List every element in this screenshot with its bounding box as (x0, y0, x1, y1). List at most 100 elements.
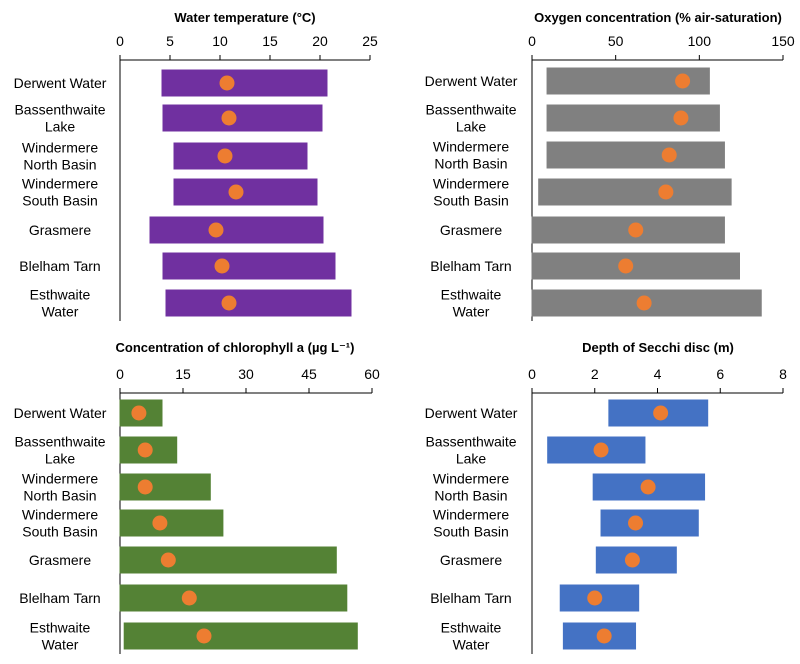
mean-point (152, 515, 168, 531)
x-tick-label: 60 (364, 366, 380, 382)
category-label: Windermere (433, 139, 509, 155)
category-label: South Basin (22, 193, 98, 209)
mean-point (618, 258, 634, 274)
category-label: Lake (45, 119, 76, 135)
category-label: Water (42, 637, 79, 653)
chart-title: Water temperature (°C) (174, 10, 315, 25)
category-label: Derwent Water (14, 405, 107, 421)
mean-point (137, 479, 153, 495)
range-bar (162, 104, 323, 132)
range-bar (149, 216, 324, 244)
range-bar (119, 509, 224, 537)
range-bar (546, 141, 725, 169)
category-label: Windermere (433, 507, 509, 523)
mean-point (214, 258, 230, 274)
x-tick-label: 150 (771, 33, 795, 49)
mean-point (587, 590, 603, 606)
category-label: Derwent Water (425, 73, 518, 89)
range-bar (119, 546, 337, 574)
range-bar (546, 104, 720, 132)
mean-point (658, 184, 674, 200)
chart-title: Oxygen concentration (% air-saturation) (534, 10, 782, 25)
category-label: Derwent Water (425, 405, 518, 421)
category-label: Water (42, 304, 79, 320)
mean-point (596, 628, 612, 644)
x-tick-label: 10 (212, 33, 228, 49)
category-label: South Basin (22, 524, 98, 540)
category-label: South Basin (433, 524, 509, 540)
x-tick-label: 30 (238, 366, 254, 382)
category-label: North Basin (434, 488, 507, 504)
mean-point (228, 184, 244, 200)
category-label: North Basin (23, 488, 96, 504)
temperature-panel: Water temperature (°C) 0 5 10 15 20 25 Derwent … (14, 10, 378, 321)
category-label: Grasmere (29, 222, 91, 238)
x-tick-label: 0 (528, 366, 536, 382)
x-tick-label: 45 (301, 366, 317, 382)
range-bar (119, 584, 348, 612)
category-label: Esthwaite (441, 287, 502, 303)
category-label: Derwent Water (14, 75, 107, 91)
x-tick-label: 20 (312, 33, 328, 49)
mean-point (137, 442, 153, 458)
category-label: Lake (45, 451, 76, 467)
category-label: Lake (456, 451, 487, 467)
x-tick-label: 25 (362, 33, 378, 49)
category-label: Windermere (433, 471, 509, 487)
category-label: Blelham Tarn (430, 258, 511, 274)
mean-point (221, 110, 237, 126)
category-label: Windermere (22, 507, 98, 523)
x-tick-label: 100 (688, 33, 712, 49)
mean-point (653, 405, 669, 421)
mean-point (673, 110, 689, 126)
mean-point (181, 590, 197, 606)
category-label: Blelham Tarn (19, 258, 100, 274)
range-bar (173, 178, 318, 206)
category-label: Bassenthwaite (14, 102, 105, 118)
range-bar (600, 509, 699, 537)
x-tick-label: 50 (608, 33, 624, 49)
mean-point (628, 515, 644, 531)
mean-point (624, 552, 640, 568)
chart-title: Concentration of chlorophyll a (µg L⁻¹) (116, 340, 355, 355)
mean-point (208, 222, 224, 238)
range-bar (531, 216, 725, 244)
mean-point (219, 75, 235, 91)
oxygen-panel: Oxygen concentration (% air-saturation) 0… (425, 10, 795, 321)
category-label: Grasmere (29, 552, 91, 568)
secchi-panel: Depth of Secchi disc (m) 0 2 4 6 8 Derwent Wat… (425, 340, 787, 654)
category-label: North Basin (434, 156, 507, 172)
mean-point (628, 222, 644, 238)
category-label: Blelham Tarn (19, 590, 100, 606)
x-tick-label: 4 (654, 366, 662, 382)
category-label: Windermere (22, 140, 98, 156)
category-label: Esthwaite (441, 620, 502, 636)
category-label: Blelham Tarn (430, 590, 511, 606)
category-label: Esthwaite (30, 620, 91, 636)
range-bar (531, 252, 740, 280)
category-label: Bassenthwaite (425, 434, 516, 450)
category-label: Grasmere (440, 222, 502, 238)
category-label: Grasmere (440, 552, 502, 568)
mean-point (640, 479, 656, 495)
x-tick-label: 15 (262, 33, 278, 49)
mean-point (661, 147, 677, 163)
x-tick-label: 5 (166, 33, 174, 49)
mean-point (221, 295, 237, 311)
category-label: South Basin (433, 193, 509, 209)
x-tick-label: 0 (116, 366, 124, 382)
range-bar (161, 69, 328, 97)
mean-point (593, 442, 609, 458)
category-label: Windermere (22, 176, 98, 192)
range-bar (119, 473, 211, 501)
mean-point (217, 148, 233, 164)
category-label: North Basin (23, 157, 96, 173)
category-label: Bassenthwaite (14, 434, 105, 450)
mean-point (675, 73, 691, 89)
range-bar (162, 252, 336, 280)
range-bar (538, 178, 732, 206)
x-tick-label: 0 (116, 33, 124, 49)
x-tick-label: 8 (779, 366, 787, 382)
x-tick-label: 0 (528, 33, 536, 49)
